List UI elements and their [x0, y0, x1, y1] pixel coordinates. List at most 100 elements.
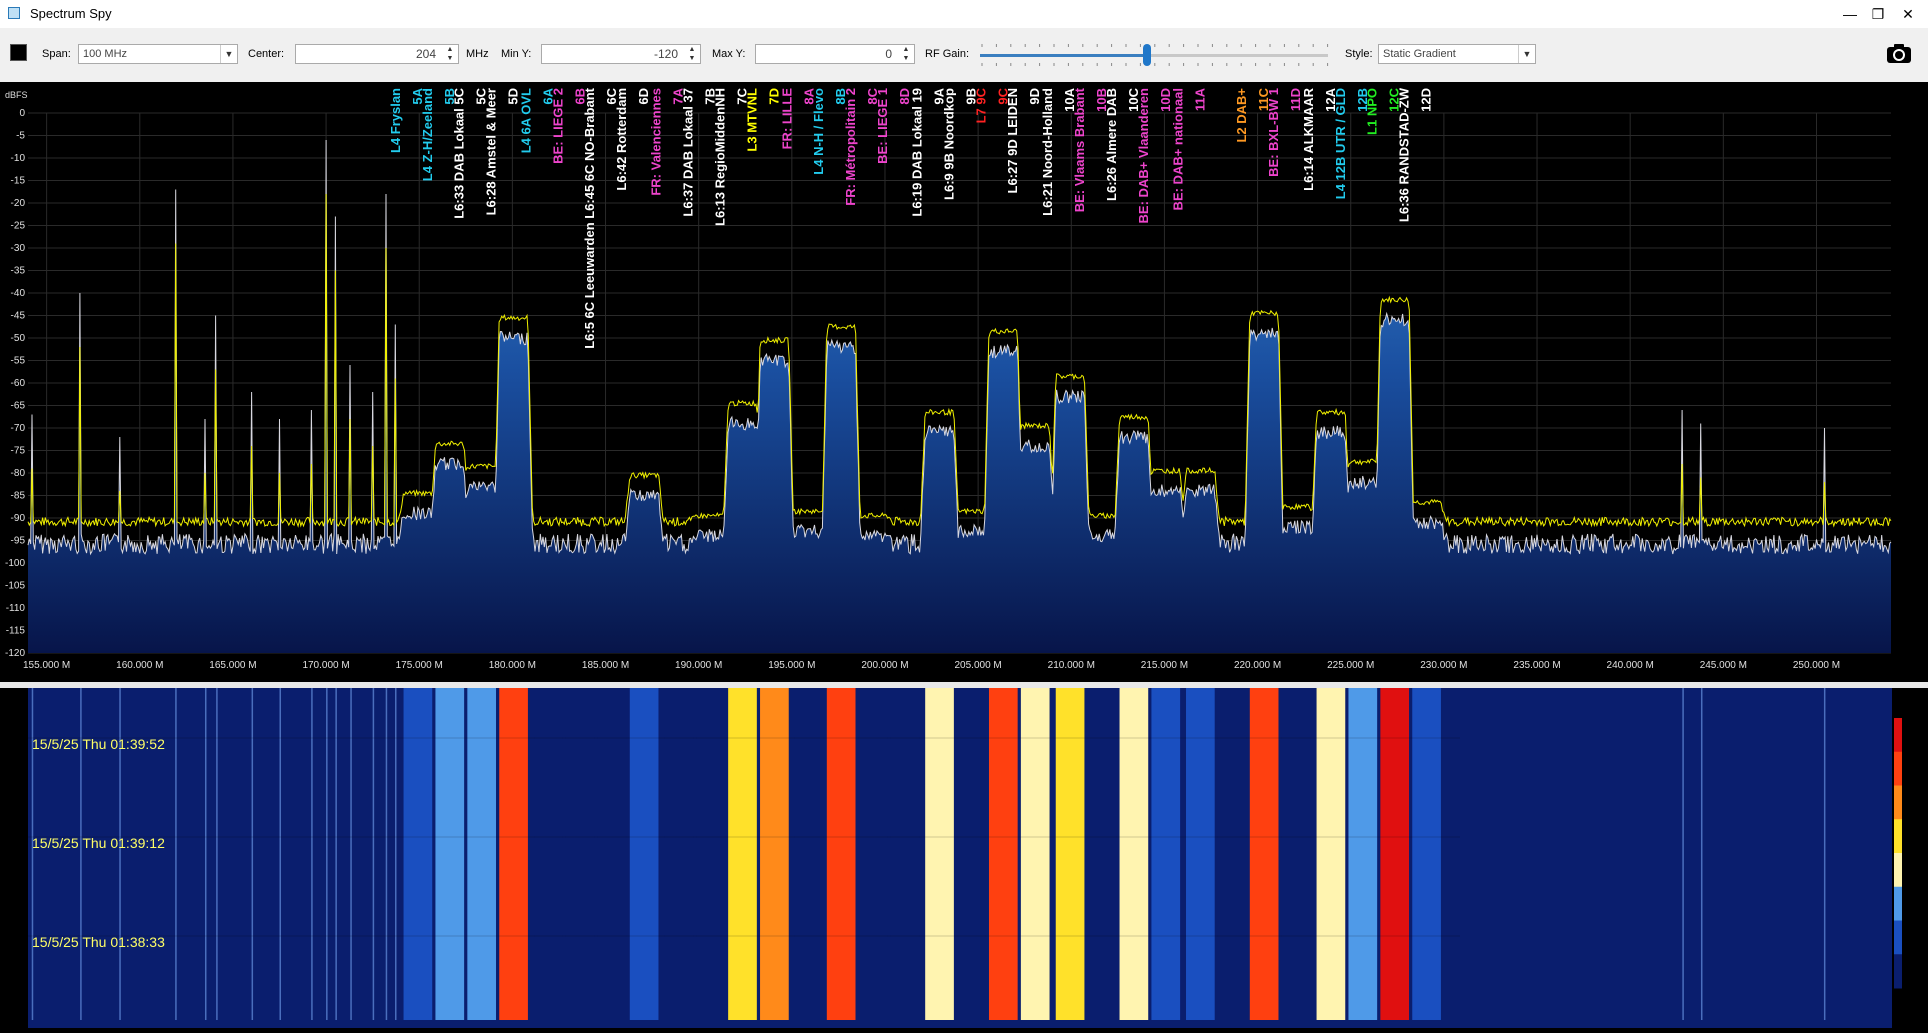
rfgain-label: RF Gain:: [925, 48, 970, 60]
waterfall-spur: [385, 688, 388, 1020]
slider-ticks: [981, 44, 1329, 66]
chart-divider[interactable]: [0, 682, 1928, 688]
waterfall-channel: [467, 688, 497, 1020]
y-tick-label: -15: [11, 176, 26, 187]
color-swatch-icon[interactable]: [10, 44, 27, 61]
channel-labels: 5A L4 Fryslan 5B L4 Z-H/Zeeland 5C L6:33 DAB …: [388, 87, 1434, 349]
span-select[interactable]: 100 MHz ▼: [78, 44, 238, 64]
station-label: L6:19 DAB Lokaal 19: [910, 88, 925, 217]
spin-arrows-icon[interactable]: ▲ ▼: [902, 46, 910, 62]
waterfall-spur: [350, 688, 352, 1020]
spectrum-fill: [28, 140, 1891, 653]
station-label: L4 Fryslan: [388, 88, 403, 153]
station-label: L3 MTVNL: [744, 88, 759, 152]
x-tick-label: 160.000 M: [116, 660, 163, 671]
waterfall-spur: [279, 688, 282, 1020]
channel-label: 5A: [410, 87, 425, 104]
style-select[interactable]: Static Gradient ▼: [1378, 44, 1536, 64]
station-label: L6:21 Noord-Holland: [1040, 88, 1055, 216]
rfgain-slider[interactable]: [978, 42, 1330, 68]
channel-label: 10B: [1094, 88, 1109, 112]
waterfall-display[interactable]: 15/5/25 Thu 01:39:52 15/5/25 Thu 01:39:1…: [0, 688, 1928, 1028]
x-tick-label: 195.000 M: [768, 660, 815, 671]
chevron-down-icon[interactable]: ▼: [1518, 45, 1535, 63]
x-tick-label: 240.000 M: [1607, 660, 1654, 671]
chevron-down-icon[interactable]: ▼: [220, 45, 237, 63]
peak-trace: [27, 193, 1892, 528]
station-label: L6:33 DAB Lokaal 5C: [452, 87, 467, 218]
waterfall-channel: [1281, 688, 1311, 1020]
station-label: BE: LIEGE 1: [875, 88, 890, 164]
center-value: 204: [415, 47, 436, 61]
y-tick-label: -100: [5, 558, 25, 569]
spin-arrows-icon[interactable]: ▲ ▼: [688, 46, 696, 62]
waterfall-channel: [890, 688, 920, 1020]
close-button[interactable]: ✕: [1902, 6, 1914, 22]
y-tick-label: -90: [11, 513, 26, 524]
station-label: L6:26 Almere DAB: [1104, 88, 1119, 201]
color-scale-step: [1894, 920, 1902, 955]
station-label: L6:37 DAB Lokaal 37: [681, 88, 696, 217]
y-tick-label: -5: [16, 131, 25, 142]
minimize-button[interactable]: —: [1843, 6, 1857, 22]
channel-label: 5D: [506, 88, 521, 105]
waterfall-spur: [395, 688, 397, 1020]
center-label: Center:: [248, 48, 285, 60]
waterfall-columns: [31, 688, 1826, 1020]
channel-label: 5B: [442, 88, 457, 105]
miny-label: Min Y:: [501, 48, 532, 60]
y-tick-label: -110: [6, 603, 26, 614]
channel-label: 7C: [734, 87, 749, 104]
station-label: L6:42 Rotterdam: [614, 88, 629, 191]
channel-label: 9D: [1027, 88, 1042, 105]
maxy-input[interactable]: 0 ▲ ▼: [755, 44, 915, 64]
camera-icon[interactable]: [1886, 42, 1912, 64]
timestamp: 15/5/25 Thu 01:38:33: [32, 934, 165, 950]
color-scale-step: [1894, 853, 1902, 888]
station-label: L4 Z-H/Zeeland: [420, 88, 435, 181]
channel-label: 7A: [671, 87, 686, 104]
waterfall-channel: [760, 688, 789, 1020]
station-label: FR: LILLE: [779, 88, 794, 150]
y-axis: 0 -5 -10 -15 -20 -25 -30 -35 -40 -45 -50 -55 -60 -65 -…: [5, 108, 25, 659]
y-tick-label: -45: [11, 311, 26, 322]
waterfall-channel: [664, 688, 694, 1020]
waterfall-channel: [1217, 688, 1247, 1020]
waterfall-spur: [1682, 688, 1684, 1020]
maximize-button[interactable]: ❐: [1871, 6, 1885, 22]
channel-label: 6A: [540, 87, 555, 104]
color-scale-step: [1894, 785, 1902, 820]
y-tick-label: -30: [11, 243, 26, 254]
channel-label: 7D: [766, 88, 781, 105]
x-tick-label: 250.000 M: [1793, 660, 1840, 671]
waterfall-channel: [534, 688, 563, 1020]
channel-label: 6C: [604, 87, 619, 104]
y-tick-label: -95: [11, 536, 26, 547]
x-axis: 155.000 M 160.000 M 165.000 M 170.000 M 175.…: [23, 660, 1840, 671]
station-label: BE: DAB+ nationaal: [1170, 88, 1185, 210]
waterfall-spur: [216, 688, 218, 1020]
y-tick-label: -65: [11, 401, 26, 412]
maxy-label: Max Y:: [712, 48, 746, 60]
spectrum-svg: 0 -5 -10 -15 -20 -25 -30 -35 -40 -45 -50 -55 -60 -65 -…: [5, 87, 1892, 671]
style-label: Style:: [1345, 48, 1373, 60]
station-label: L4 N-H / Flevo: [811, 88, 826, 175]
channel-label: 8C: [865, 87, 880, 104]
spin-arrows-icon[interactable]: ▲ ▼: [446, 46, 454, 62]
x-tick-label: 225.000 M: [1327, 660, 1374, 671]
channel-label: 10C: [1126, 87, 1141, 111]
spectrum-chart[interactable]: 0 -5 -10 -15 -20 -25 -30 -35 -40 -45 -50 -55 -60 -65 -…: [0, 82, 1928, 682]
station-label: L4 12B UTR / GLD: [1333, 88, 1348, 199]
miny-input[interactable]: -120 ▲ ▼: [541, 44, 701, 64]
color-scale-step: [1894, 751, 1902, 786]
slider-thumb[interactable]: [1143, 44, 1152, 66]
miny-value: -120: [653, 47, 678, 61]
style-value: Static Gradient: [1383, 48, 1456, 60]
station-label: L4 6A OVL: [518, 88, 533, 153]
waterfall-channel: [1249, 688, 1279, 1020]
waterfall-channel: [1119, 688, 1149, 1020]
center-input[interactable]: 204 ▲ ▼: [295, 44, 459, 64]
y-tick-label: -20: [11, 198, 26, 209]
window-title: Spectrum Spy: [30, 6, 112, 21]
waterfall-channel: [826, 688, 856, 1020]
